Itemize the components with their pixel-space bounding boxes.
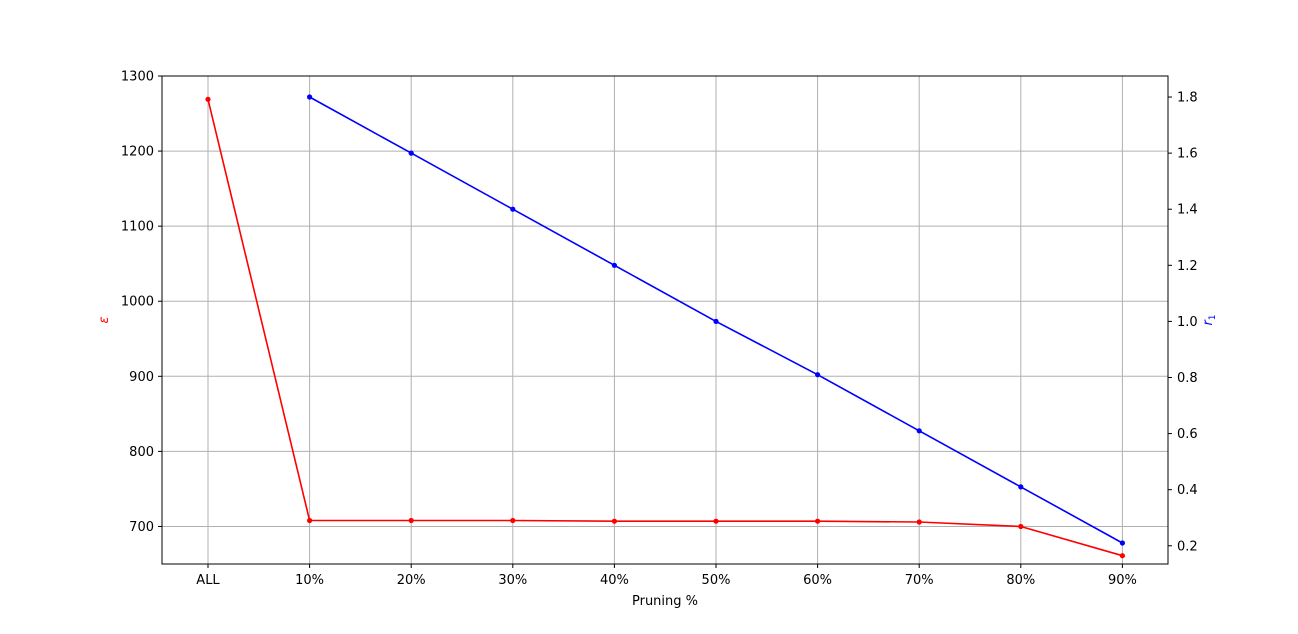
x-tick-label: 40% <box>600 573 629 588</box>
series-epsilon <box>205 96 1125 559</box>
left-y-tick-label: 1000 <box>121 295 154 310</box>
left-y-axis-ticks: 700 800 900 1000 1100 1200 1300 <box>121 70 162 535</box>
right-y-tick-label: 0.2 <box>1177 539 1198 554</box>
data-point <box>611 518 618 524</box>
x-tick-label: 20% <box>397 573 426 588</box>
data-point <box>713 518 719 524</box>
right-y-tick-label: 1.0 <box>1177 315 1198 330</box>
right-y-axis-label-main: r <box>1201 319 1216 326</box>
right-y-tick-label: 1.2 <box>1177 259 1198 274</box>
data-point <box>205 96 211 102</box>
x-axis-label: Pruning % <box>632 594 698 609</box>
right-y-tick-label: 0.8 <box>1177 371 1198 386</box>
left-y-tick-label: 1300 <box>121 70 154 85</box>
series-r1 <box>307 94 1125 546</box>
right-y-tick-label: 0.4 <box>1177 483 1198 498</box>
grid-lines <box>162 75 1168 564</box>
data-point <box>408 517 414 524</box>
right-y-axis-ticks: 0.2 0.4 0.6 0.8 1.0 1.2 1.4 1.6 1.8 <box>1168 91 1198 554</box>
right-y-axis-label: r1 <box>1201 314 1218 325</box>
data-point <box>1119 553 1125 559</box>
plot-frame <box>161 75 1169 565</box>
left-y-tick-label: 800 <box>129 445 154 460</box>
data-point <box>611 262 618 268</box>
x-axis-ticks: ALL 10% 20% 30% 40% 50% 60% 70% 80% 90% <box>196 564 1137 588</box>
data-point <box>713 318 719 324</box>
data-point <box>815 372 821 378</box>
data-point <box>916 519 922 525</box>
series-layer <box>205 94 1125 559</box>
x-tick-label: 90% <box>1108 573 1137 588</box>
x-tick-label: 30% <box>498 573 527 588</box>
data-point <box>307 517 313 524</box>
data-point <box>1119 540 1125 546</box>
x-tick-label: ALL <box>196 573 220 588</box>
left-y-tick-label: 1100 <box>121 220 154 235</box>
data-point <box>1018 523 1024 530</box>
left-y-tick-label: 1200 <box>121 145 154 160</box>
x-tick-label: 60% <box>803 573 832 588</box>
x-tick-label: 70% <box>905 573 934 588</box>
data-point <box>307 94 313 100</box>
data-point <box>510 517 516 524</box>
right-y-axis-label-subscript: 1 <box>1208 314 1218 320</box>
left-y-tick-label: 900 <box>129 370 154 385</box>
right-y-tick-label: 0.6 <box>1177 427 1198 442</box>
data-point <box>408 150 414 156</box>
right-y-tick-label: 1.6 <box>1177 147 1198 162</box>
right-y-tick-label: 1.4 <box>1177 203 1198 218</box>
series-line <box>207 99 1123 557</box>
x-tick-label: 50% <box>702 573 731 588</box>
data-point <box>916 428 922 434</box>
data-point <box>510 206 516 212</box>
left-y-axis-label: ε <box>97 316 112 323</box>
data-point <box>1018 484 1024 490</box>
data-point <box>815 518 821 524</box>
x-tick-label: 80% <box>1006 573 1035 588</box>
x-tick-label: 10% <box>295 573 324 588</box>
right-y-tick-label: 1.8 <box>1177 91 1198 106</box>
left-y-tick-label: 700 <box>129 520 154 535</box>
